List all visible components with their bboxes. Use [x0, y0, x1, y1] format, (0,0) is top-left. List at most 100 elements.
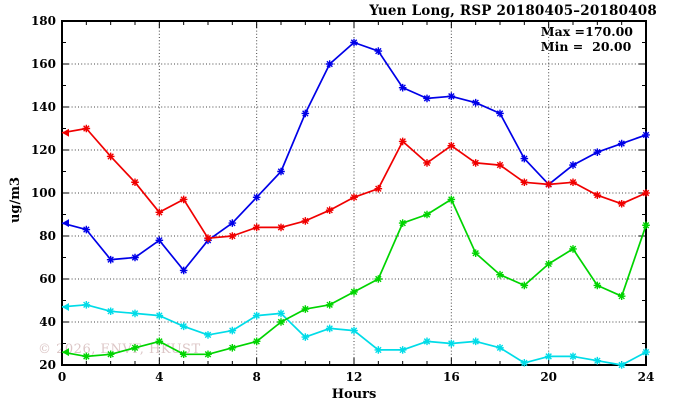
series-blue-marker	[252, 193, 261, 202]
series-blue-marker	[325, 60, 334, 68]
series-red-marker	[496, 161, 504, 169]
series-red-marker	[131, 178, 139, 187]
watermark: © 2026, ENVF, HKUST	[38, 342, 201, 357]
series-cyan-marker	[325, 324, 334, 333]
series-green-marker	[398, 219, 407, 227]
series-red-marker	[374, 184, 383, 193]
series-cyan-marker	[471, 337, 480, 346]
legend-max-value: 170.00	[585, 24, 633, 39]
series-green-marker	[155, 337, 164, 346]
series-green-marker	[423, 210, 431, 219]
series-green-marker	[544, 260, 553, 268]
series-cyan-marker	[398, 346, 407, 354]
x-tick-label: 20	[540, 370, 557, 384]
series-green-arrow-marker	[62, 348, 69, 357]
y-tick-label: 60	[39, 272, 56, 286]
series-red-marker	[155, 208, 164, 217]
series-green-marker	[642, 221, 650, 230]
series-green-marker	[350, 288, 358, 296]
series-blue-marker	[642, 131, 650, 139]
series-red-marker	[277, 223, 285, 232]
series-cyan-marker	[350, 326, 358, 335]
series-cyan-marker	[593, 356, 602, 365]
series-green-marker	[277, 318, 285, 326]
legend-min-value: 20.00	[592, 38, 632, 54]
series-blue-marker	[593, 148, 602, 156]
series-green-marker	[617, 292, 626, 300]
series-blue-arrow-marker	[62, 219, 69, 228]
series-cyan-marker	[544, 352, 553, 361]
series-green-marker	[374, 275, 383, 283]
series-red-marker	[471, 159, 480, 167]
series-cyan-marker	[131, 309, 139, 318]
y-tick-label: 20	[39, 358, 56, 372]
series-green-marker	[228, 344, 237, 352]
series-cyan-marker	[155, 311, 164, 320]
series-green-marker	[447, 195, 456, 204]
series-blue-marker	[277, 167, 285, 176]
series-red-marker	[544, 180, 553, 189]
series-red-marker	[106, 152, 115, 161]
series-blue-marker	[617, 139, 626, 148]
series-blue-marker	[155, 236, 164, 245]
series-red-marker	[82, 124, 91, 133]
series-cyan-marker	[423, 337, 431, 346]
legend-max-label: Max =	[540, 24, 585, 39]
series-blue-marker	[447, 92, 456, 101]
series-green-marker	[204, 350, 212, 359]
series-blue-marker	[398, 83, 407, 92]
x-tick-label: 24	[638, 370, 655, 384]
series-cyan-marker	[301, 333, 310, 341]
y-tick-label: 140	[31, 100, 56, 114]
series-green-marker	[325, 301, 334, 309]
series-red-marker	[398, 137, 407, 146]
series-cyan-marker	[106, 307, 115, 316]
series-cyan-marker	[228, 326, 237, 335]
series-cyan-marker	[520, 359, 529, 367]
series-red-marker	[642, 189, 650, 197]
series-red-marker	[617, 199, 626, 208]
series-red-line	[61, 127, 647, 240]
series-red-arrow-marker	[62, 128, 69, 137]
x-tick-label: 8	[252, 370, 260, 384]
y-tick-label: 120	[31, 143, 56, 157]
x-tick-label: 4	[155, 370, 163, 384]
series-green-marker	[252, 337, 261, 346]
series-green-marker	[131, 344, 139, 352]
series-blue-marker	[471, 98, 480, 107]
series-cyan-arrow-marker	[62, 302, 69, 311]
series-red-marker	[325, 206, 334, 214]
series-green-marker	[82, 352, 91, 361]
series-red-marker	[228, 232, 237, 240]
series-blue-marker	[179, 266, 188, 275]
series-green-marker	[471, 249, 480, 257]
series-cyan-marker	[496, 344, 504, 352]
series-blue-marker	[228, 219, 237, 227]
series-cyan-marker	[617, 361, 626, 369]
x-tick-label: 12	[346, 370, 363, 384]
y-tick-label: 80	[39, 229, 56, 243]
y-axis-title: ug/m3	[8, 176, 23, 224]
series-green-marker	[593, 281, 602, 290]
series-cyan-marker	[447, 339, 456, 348]
series-green-marker	[496, 270, 504, 279]
series-blue-marker	[496, 109, 504, 118]
chart-title: Yuen Long, RSP 20180405–20180408	[369, 3, 657, 19]
series-red-marker	[252, 223, 261, 232]
series-cyan-marker	[374, 346, 383, 354]
series-cyan-marker	[569, 352, 577, 361]
series-red-marker	[301, 217, 310, 225]
x-tick-label: 0	[58, 370, 66, 384]
series-cyan-marker	[642, 348, 650, 356]
series-green-marker	[520, 281, 529, 290]
y-tick-label: 180	[31, 14, 56, 28]
series-red-marker	[423, 159, 431, 167]
series-blue-marker	[82, 225, 91, 234]
series-red-marker	[447, 141, 456, 150]
series-blue-marker	[350, 38, 358, 47]
legend-min-row: Min = 20.00	[541, 38, 633, 55]
series-red-marker	[593, 191, 602, 199]
series-cyan-marker	[277, 309, 285, 318]
